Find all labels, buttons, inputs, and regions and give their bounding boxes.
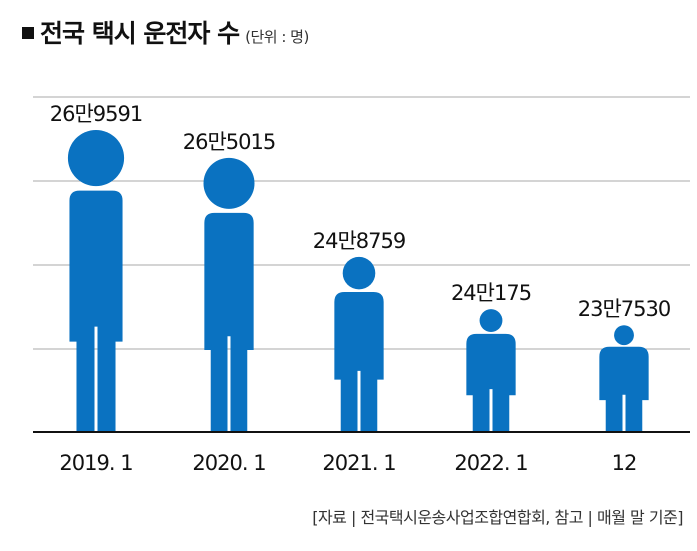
person-head (479, 309, 503, 332)
x-tick-label: 2019. 1 (59, 451, 132, 475)
square-bullet-icon (22, 27, 34, 39)
chart-title: 전국 택시 운전자 수 (단위 : 명) (22, 14, 309, 50)
data-label: 26만5015 (183, 130, 276, 154)
person-head (203, 157, 255, 209)
person-head (67, 129, 125, 187)
data-label: 26만9591 (50, 102, 143, 126)
chart-unit: (단위 : 명) (245, 28, 309, 46)
x-tick-label: 2021. 1 (322, 451, 395, 475)
person-body (466, 333, 516, 432)
person-icon (466, 309, 516, 432)
x-tick-label: 12 (612, 451, 637, 475)
data-label: 24만175 (451, 281, 531, 305)
data-label: 24만8759 (313, 229, 406, 253)
person-icon (203, 157, 255, 432)
chart-title-text: 전국 택시 운전자 수 (40, 19, 240, 48)
x-tick-label: 2020. 1 (192, 451, 265, 475)
source-note: [자료 | 전국택시운송사업조합연합회, 참고 | 매월 말 기준] (312, 508, 683, 527)
person-body (599, 346, 649, 432)
person-body (334, 292, 384, 432)
person-head (614, 325, 634, 346)
person-icon (334, 256, 384, 432)
person-body (204, 212, 254, 432)
x-tick-label: 2022. 1 (454, 451, 527, 475)
person-head (342, 256, 376, 290)
person-body (69, 190, 123, 432)
person-icon (67, 129, 125, 432)
data-label: 23만7530 (578, 297, 671, 321)
person-icon (599, 325, 649, 432)
